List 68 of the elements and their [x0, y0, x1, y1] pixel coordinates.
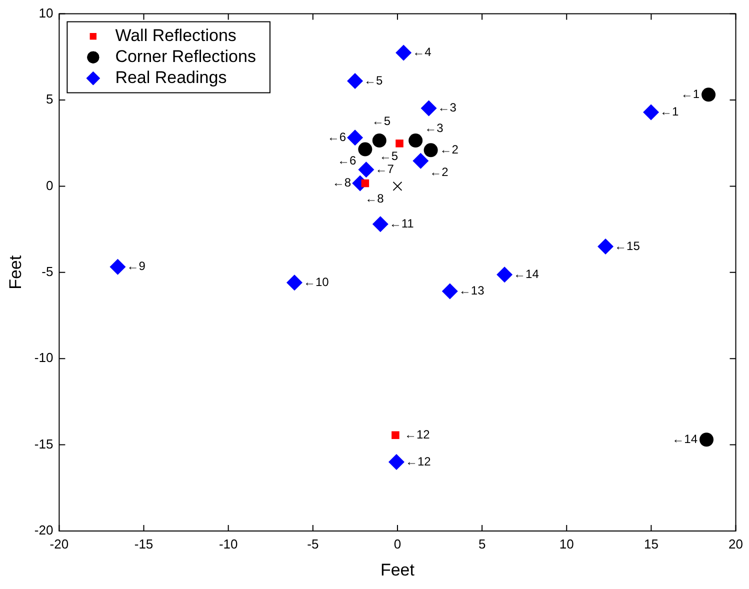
y-tick-label: 0 [46, 178, 54, 193]
point [110, 258, 126, 275]
point [388, 454, 404, 470]
annotation: ←6 [338, 154, 356, 168]
annotation: ←9 [126, 259, 146, 274]
point [372, 216, 388, 232]
point [347, 73, 364, 90]
annotation: ←12 [405, 454, 432, 468]
point [643, 104, 660, 120]
annotation: ←2 [430, 165, 449, 180]
annotation: ←8 [365, 192, 384, 206]
annotation: ←1 [660, 104, 680, 119]
point [396, 44, 412, 61]
annotation: ←3 [438, 100, 457, 115]
point [408, 134, 423, 148]
point [286, 274, 302, 291]
point [420, 100, 437, 116]
point [347, 130, 364, 146]
annotation: ←15 [614, 238, 640, 253]
annotation: ←14 [514, 266, 540, 281]
point [361, 179, 370, 188]
point [392, 181, 402, 191]
x-axis-title: Feet [380, 560, 415, 580]
point [424, 143, 438, 158]
annotation: ←1 [680, 86, 700, 101]
annotation: ←5 [364, 73, 384, 88]
y-tick-label: -10 [34, 350, 54, 366]
legend-label: Corner Reflections [115, 46, 256, 66]
annotation: ←14 [672, 432, 698, 446]
annotation: ←13 [458, 284, 485, 298]
point [496, 266, 513, 283]
point [598, 238, 614, 255]
point [412, 152, 429, 169]
point [358, 142, 372, 156]
point [442, 283, 458, 300]
y-axis-title: Feet [6, 255, 25, 290]
legend-label: Wall Reflections [115, 26, 236, 45]
x-tick-label: -15 [134, 536, 154, 552]
x-tick-label: 5 [478, 536, 486, 552]
annotation: ←10 [303, 274, 330, 289]
point [702, 88, 716, 102]
point [700, 432, 714, 447]
y-tick-label: -20 [34, 522, 54, 538]
annotation: ←2 [440, 142, 459, 156]
x-tick-label: 15 [644, 536, 658, 552]
x-tick-label: 10 [559, 536, 574, 552]
annotation: ←12 [404, 427, 430, 442]
annotation: ←8 [332, 176, 352, 190]
annotation: ←5 [379, 148, 398, 163]
point [358, 162, 374, 178]
x-tick-label: 0 [394, 536, 402, 552]
annotation: ←3 [424, 120, 444, 135]
y-tick-label: 5 [46, 92, 54, 107]
y-tick-label: -15 [34, 436, 54, 452]
annotation: ←5 [372, 114, 391, 128]
point [396, 140, 404, 148]
annotation: ←6 [327, 130, 346, 144]
annotation: ←11 [389, 216, 414, 230]
y-tick-label: 10 [38, 5, 54, 20]
x-tick-label: -5 [307, 536, 319, 552]
x-tick-label: -10 [218, 536, 238, 552]
annotation: ←7 [375, 162, 394, 176]
point [392, 431, 400, 440]
legend-label: Real Readings [115, 68, 227, 87]
annotation: ←4 [412, 45, 432, 60]
x-tick-label: 20 [728, 536, 744, 552]
point [372, 134, 386, 148]
y-tick-label: -5 [42, 264, 54, 279]
